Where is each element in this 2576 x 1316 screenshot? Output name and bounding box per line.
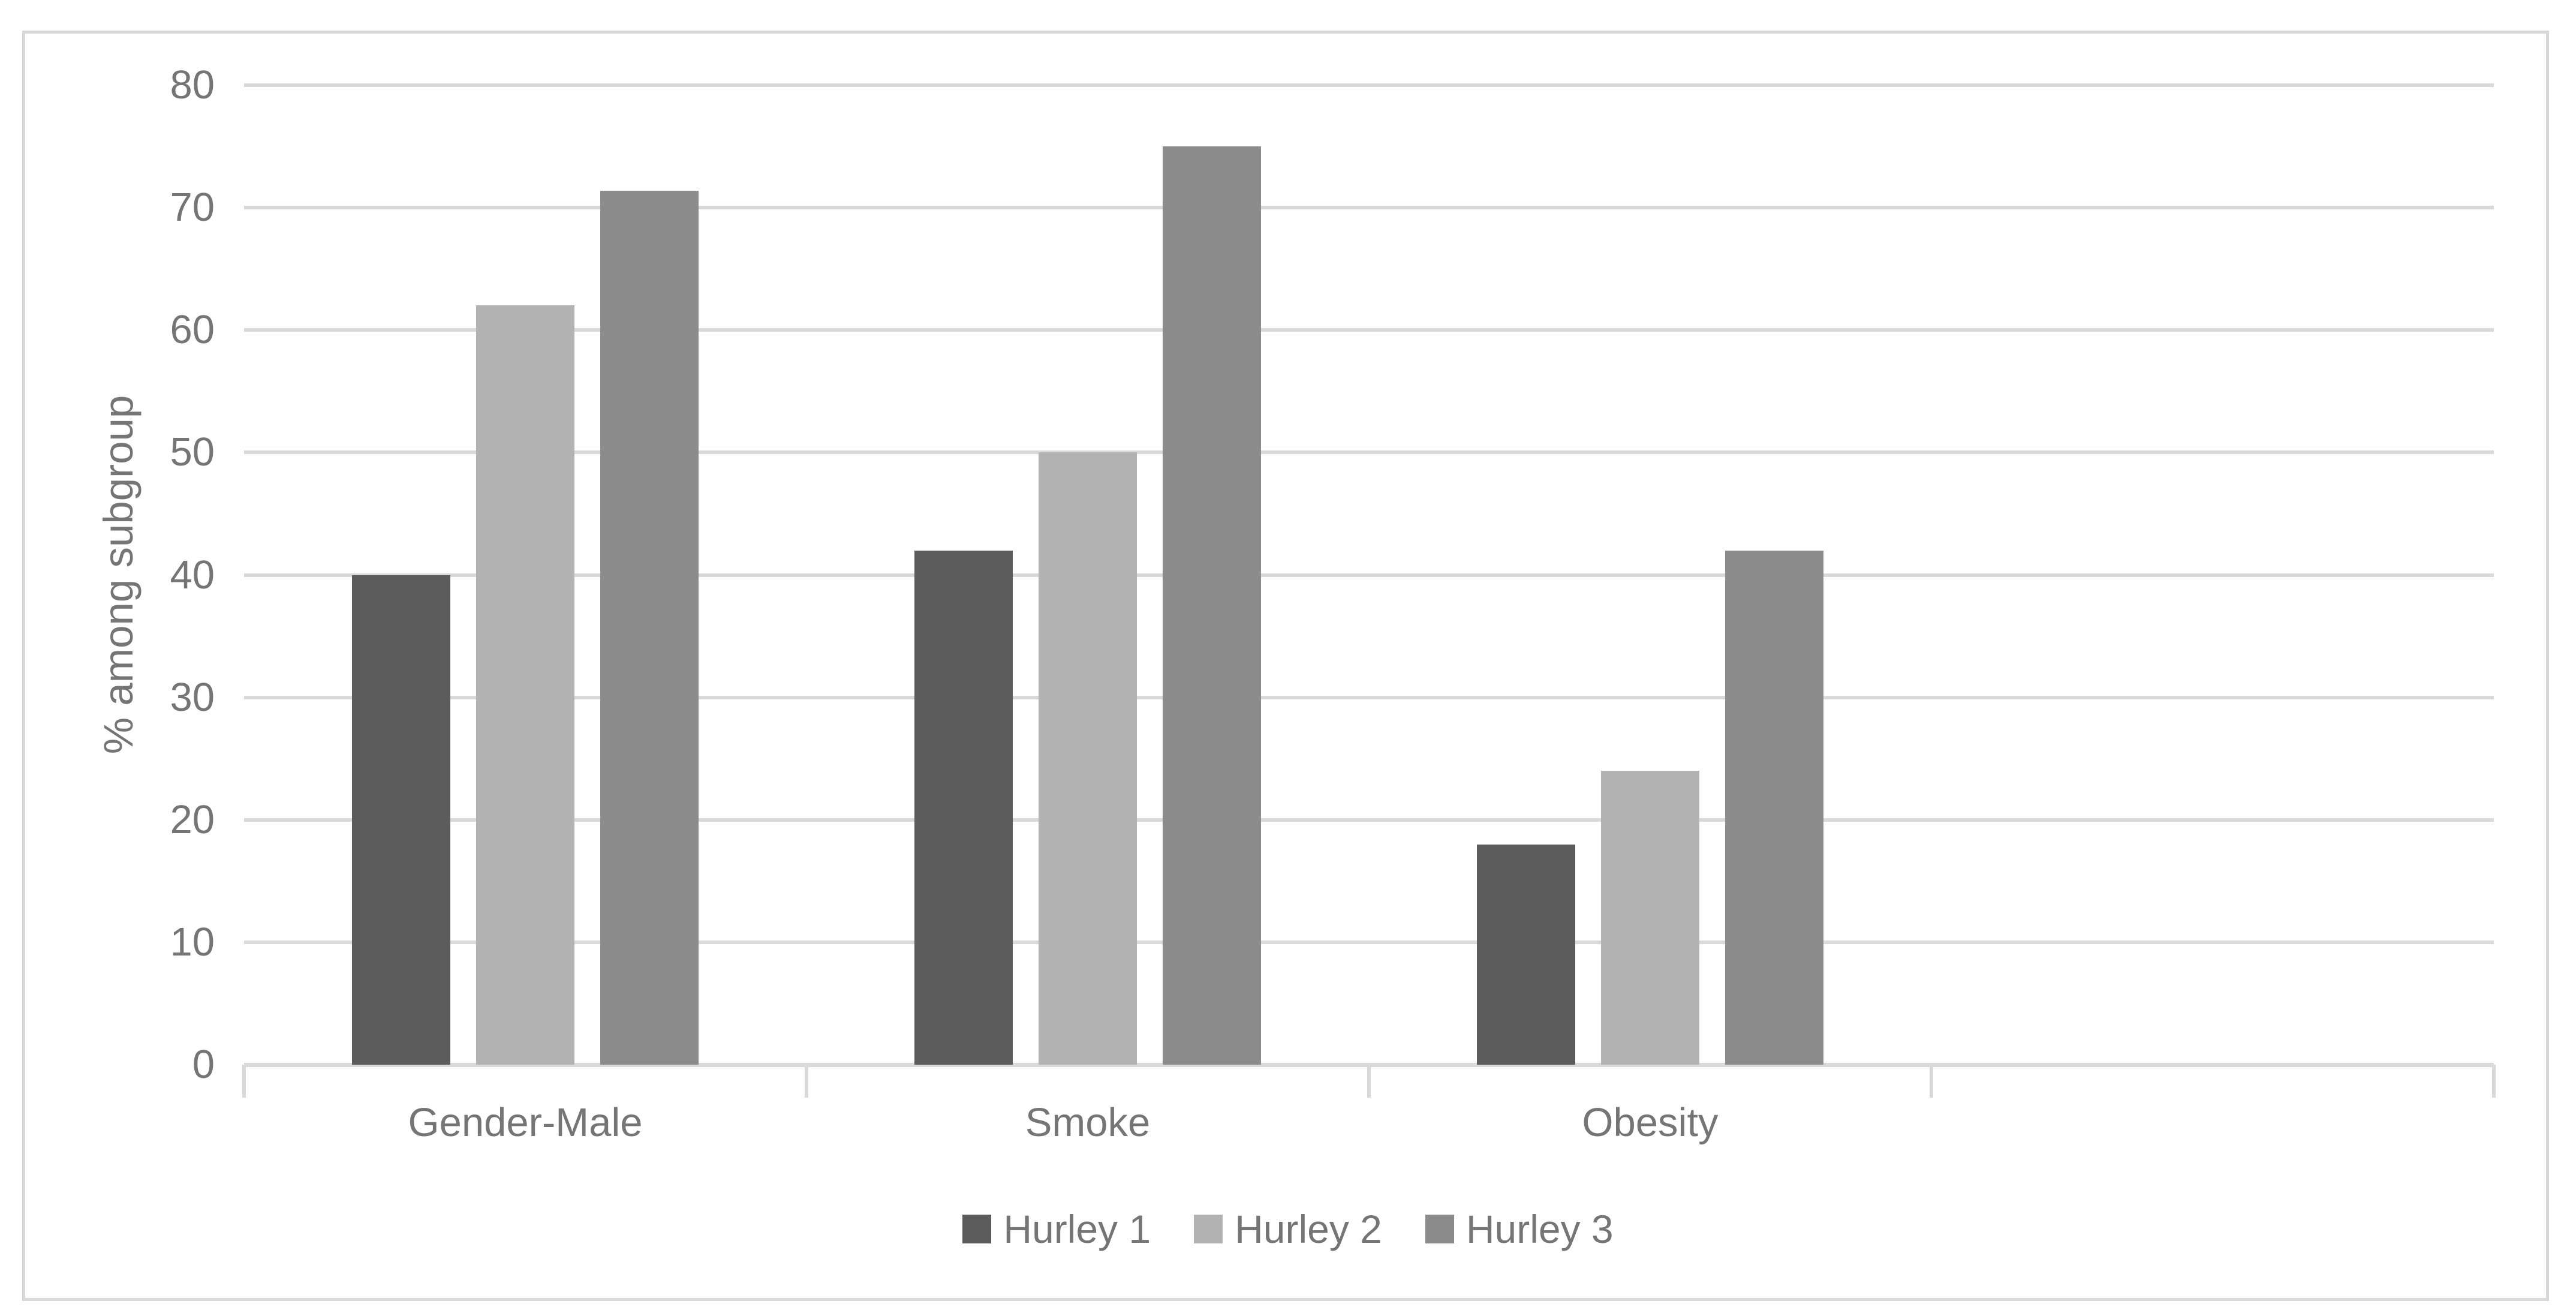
legend-swatch-icon xyxy=(1425,1215,1454,1243)
x-axis-tick xyxy=(2492,1065,2496,1098)
legend-item: Hurley 1 xyxy=(962,1205,1151,1253)
y-tick-label: 80 xyxy=(170,62,215,107)
legend-label: Hurley 3 xyxy=(1465,1207,1614,1251)
bar-hurley-3 xyxy=(1163,146,1261,1065)
y-tick-label: 60 xyxy=(170,307,215,353)
x-axis-tick xyxy=(805,1065,808,1098)
bar-hurley-1 xyxy=(914,550,1013,1065)
gridline xyxy=(244,83,2494,87)
y-tick-label: 70 xyxy=(170,185,215,230)
gridline xyxy=(244,206,2494,210)
bar-hurley-2 xyxy=(1039,452,1137,1065)
legend-swatch-icon xyxy=(962,1215,992,1243)
gridline xyxy=(244,818,2494,822)
gridline xyxy=(244,695,2494,699)
gridline xyxy=(244,450,2494,455)
gridline xyxy=(244,940,2494,944)
x-axis-tick xyxy=(1367,1065,1371,1098)
bar-hurley-3 xyxy=(1725,550,1823,1065)
y-tick-label: 20 xyxy=(170,797,215,842)
legend: Hurley 1 Hurley 2 Hurley 3 xyxy=(0,1202,2576,1256)
bar-hurley-1 xyxy=(1477,844,1575,1065)
chart-canvas-border xyxy=(22,31,2549,1301)
bar-hurley-3 xyxy=(600,190,699,1065)
x-axis-tick xyxy=(242,1065,246,1098)
y-tick-label: 0 xyxy=(192,1042,215,1087)
legend-label: Hurley 2 xyxy=(1235,1207,1382,1251)
legend-item: Hurley 2 xyxy=(1194,1205,1382,1253)
category-label: Gender-Male xyxy=(408,1100,643,1145)
bar-hurley-2 xyxy=(476,305,574,1065)
legend-item: Hurley 3 xyxy=(1425,1205,1614,1253)
y-tick-label: 40 xyxy=(170,552,215,597)
gridline xyxy=(244,573,2494,577)
bar-hurley-1 xyxy=(352,575,450,1065)
y-tick-label: 30 xyxy=(170,674,215,720)
x-axis-tick xyxy=(1930,1065,1933,1098)
category-label: Smoke xyxy=(1025,1100,1151,1145)
bar-hurley-2 xyxy=(1601,771,1699,1065)
legend-swatch-icon xyxy=(1194,1215,1223,1243)
y-tick-label: 10 xyxy=(170,919,215,965)
y-tick-label: 50 xyxy=(170,429,215,475)
legend-label: Hurley 1 xyxy=(1003,1207,1151,1251)
category-label: Obesity xyxy=(1582,1100,1719,1145)
gridline xyxy=(244,328,2494,332)
